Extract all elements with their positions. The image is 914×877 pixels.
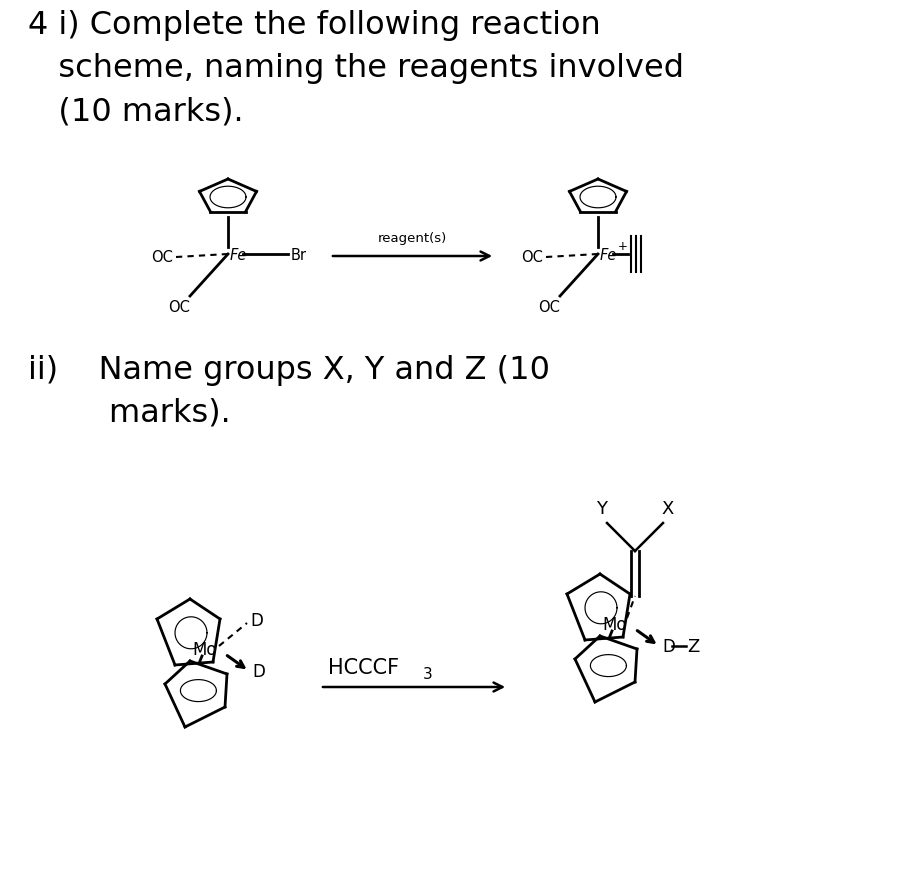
Text: D: D [250, 611, 263, 630]
Text: (10 marks).: (10 marks). [28, 96, 244, 127]
Text: marks).: marks). [28, 397, 230, 429]
Text: Mo: Mo [192, 640, 217, 659]
Text: Fe: Fe [600, 247, 617, 262]
Text: OC: OC [168, 299, 190, 314]
Text: reagent(s): reagent(s) [377, 232, 447, 245]
Text: Z: Z [687, 638, 699, 655]
Text: scheme, naming the reagents involved: scheme, naming the reagents involved [28, 53, 684, 84]
Text: OC: OC [151, 250, 173, 265]
Text: HCCCF: HCCCF [328, 657, 399, 677]
Text: 4 i) Complete the following reaction: 4 i) Complete the following reaction [28, 10, 600, 41]
Text: 3: 3 [423, 667, 432, 681]
Text: Fe: Fe [230, 247, 248, 262]
Text: D: D [662, 638, 675, 655]
Text: OC: OC [521, 250, 543, 265]
Text: +: + [618, 240, 628, 253]
Text: Y: Y [597, 499, 608, 517]
Text: Mo: Mo [602, 616, 626, 633]
Text: ii)    Name groups X, Y and Z (10: ii) Name groups X, Y and Z (10 [28, 354, 550, 386]
Text: Br: Br [291, 247, 307, 262]
Text: OC: OC [538, 299, 560, 314]
Text: X: X [662, 499, 675, 517]
Text: D: D [252, 662, 265, 681]
